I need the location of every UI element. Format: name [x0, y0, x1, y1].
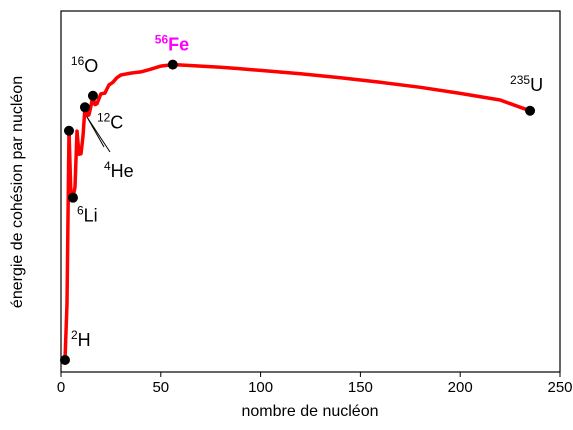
x-tick-label-150: 150 — [348, 379, 373, 396]
y-axis-label: énergie de cohésion par nucléon — [9, 76, 26, 308]
data-points — [59, 59, 536, 365]
point-label-h: 2H — [71, 328, 91, 350]
x-tick-label-100: 100 — [248, 379, 273, 396]
x-tick-label-0: 0 — [57, 379, 65, 396]
point-labels: 2H 4He 6Li 12C 16O 56Fe 235U — [71, 33, 543, 350]
marker-li — [67, 192, 78, 203]
series-line — [63, 62, 532, 362]
point-label-fe: 56Fe — [155, 33, 189, 55]
marker-h — [59, 355, 70, 365]
marker-c — [79, 102, 90, 113]
x-axis-label: nombre de nucléon — [242, 403, 379, 420]
marker-fe — [167, 59, 178, 70]
plot-frame — [60, 10, 561, 373]
marker-u — [525, 105, 536, 116]
marker-o — [87, 90, 98, 101]
he-leader-line-2 — [86, 116, 105, 148]
x-axis-tick-labels: 0 50 100 150 200 250 — [57, 379, 573, 396]
x-tick-label-50: 50 — [152, 379, 169, 396]
x-tick-label-200: 200 — [448, 379, 473, 396]
point-label-o: 16O — [71, 54, 98, 76]
point-label-li: 6Li — [77, 204, 98, 226]
point-label-c: 12C — [97, 110, 123, 132]
marker-he — [63, 125, 74, 136]
point-label-u: 235U — [510, 73, 543, 95]
x-tick-label-250: 250 — [547, 379, 572, 396]
point-label-he: 4He — [104, 159, 134, 181]
x-axis-ticks — [60, 372, 561, 377]
